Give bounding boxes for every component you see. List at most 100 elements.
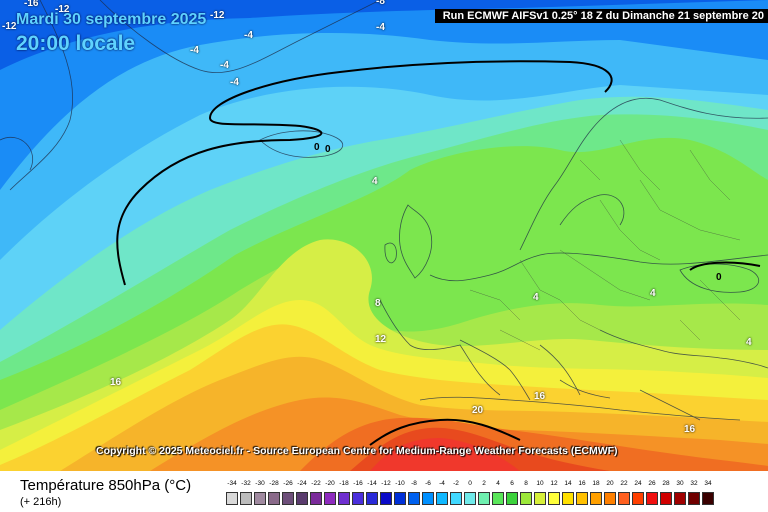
color-scale-tick: -24 [297,480,307,487]
contour-label: 20 [472,405,484,416]
color-scale-swatch [422,492,434,505]
color-scale-swatch [646,492,658,505]
forecast-time: 20:00 locale [16,32,136,55]
color-scale-tick: 10 [536,480,544,487]
color-scale-tick: -14 [367,480,377,487]
color-scale-tick: 18 [592,480,600,487]
color-scale-tick: -12 [381,480,391,487]
color-scale-swatch [660,492,672,505]
color-scale-swatch [380,492,392,505]
color-scale-tick: 16 [578,480,586,487]
isotherm-twenty [369,418,521,446]
color-scale-swatch [450,492,462,505]
color-scale-swatch [366,492,378,505]
color-scale-swatch [618,492,630,505]
contour-label: 0 [314,142,320,153]
color-scale-swatch [324,492,336,505]
color-scale-tick: 34 [704,480,712,487]
contour-label: 16 [110,377,122,388]
color-scale-swatch [240,492,252,505]
color-scale-tick: -32 [241,480,251,487]
color-scale-tick: -6 [425,480,431,487]
isotherms [116,60,761,446]
contour-label: -4 [244,30,253,41]
color-scale-swatch [394,492,406,505]
color-scale-swatch [338,492,350,505]
color-scale-tick: 24 [634,480,642,487]
color-scale-swatch [674,492,686,505]
forecast-date: Mardi 30 septembre 2025 [16,11,207,28]
color-scale-swatch [604,492,616,505]
color-scale-tick: 0 [468,480,472,487]
color-scale-swatch [590,492,602,505]
contour-label: -16 [24,0,39,9]
color-scale-tick: -30 [255,480,265,487]
contour-label: -8 [376,0,385,7]
forecast-step: (+ 216h) [20,496,62,508]
contour-label: -4 [376,22,385,33]
legend-footer: Température 850hPa (°C) (+ 216h) -34 -32-… [0,471,768,512]
contour-label: 8 [375,298,381,309]
color-scale-swatch [548,492,560,505]
contour-label: 0 [325,144,331,155]
color-scale-tick: -20 [325,480,335,487]
color-scale-swatch [268,492,280,505]
contour-label: 4 [746,337,752,348]
temperature-map [0,0,768,471]
color-scale-swatch [576,492,588,505]
color-scale-swatch [506,492,518,505]
color-scale-swatch [226,492,238,505]
color-scale-ticks: -34 -32 -30 -28 -26 -24 -22 -20 -18 -16 -14 -12 -10-… [226,480,716,490]
color-scale-swatch [408,492,420,505]
contour-label: -4 [220,60,229,71]
country-borders [469,139,741,351]
contour-label: -12 [2,21,17,32]
color-scale: -34 -32 -30 -28 -26 -24 -22 -20 -18 -16 -14 -12 -10-… [226,480,716,505]
color-scale-swatch [352,492,364,505]
color-scale-tick: -28 [269,480,279,487]
color-scale-tick: 22 [620,480,628,487]
color-scale-swatch [492,492,504,505]
isotherm-zero-west [116,60,613,286]
color-scale-swatches [226,492,716,505]
color-scale-swatch [562,492,574,505]
color-scale-tick: 14 [564,480,572,487]
color-scale-swatch [282,492,294,505]
color-scale-tick: 2 [482,480,486,487]
color-scale-swatch [478,492,490,505]
color-scale-swatch [464,492,476,505]
color-scale-tick: -18 [339,480,349,487]
contour-label: -4 [190,45,199,56]
color-scale-swatch [688,492,700,505]
contour-label: 4 [533,292,539,303]
color-scale-tick: 30 [676,480,684,487]
contour-label: 0 [716,272,722,283]
color-scale-swatch [520,492,532,505]
contour-label: 16 [684,424,696,435]
contour-label: 16 [534,391,546,402]
color-scale-tick: -10 [395,480,405,487]
color-scale-swatch [296,492,308,505]
color-scale-tick: -34 [227,480,237,487]
color-scale-tick: -16 [353,480,363,487]
contour-label: 4 [650,288,656,299]
model-run-label: Run ECMWF AIFSv1 0.25° 18 Z du Dimanche … [434,9,768,23]
color-scale-tick: -4 [439,480,445,487]
color-scale-swatch [436,492,448,505]
color-scale-swatch [254,492,266,505]
contour-label: 12 [375,334,387,345]
contour-label: -12 [55,4,70,15]
contour-label: -4 [230,77,239,88]
isotherm-zero-east [689,261,761,271]
color-scale-swatch [534,492,546,505]
color-scale-tick: -2 [453,480,459,487]
color-scale-tick: -26 [283,480,293,487]
color-scale-tick: 28 [662,480,670,487]
color-scale-tick: 26 [648,480,656,487]
color-scale-swatch [702,492,714,505]
color-scale-tick: -22 [311,480,321,487]
color-scale-tick: 4 [496,480,500,487]
color-scale-tick: 12 [550,480,558,487]
contour-label: -12 [210,10,225,21]
color-scale-tick: 20 [606,480,614,487]
